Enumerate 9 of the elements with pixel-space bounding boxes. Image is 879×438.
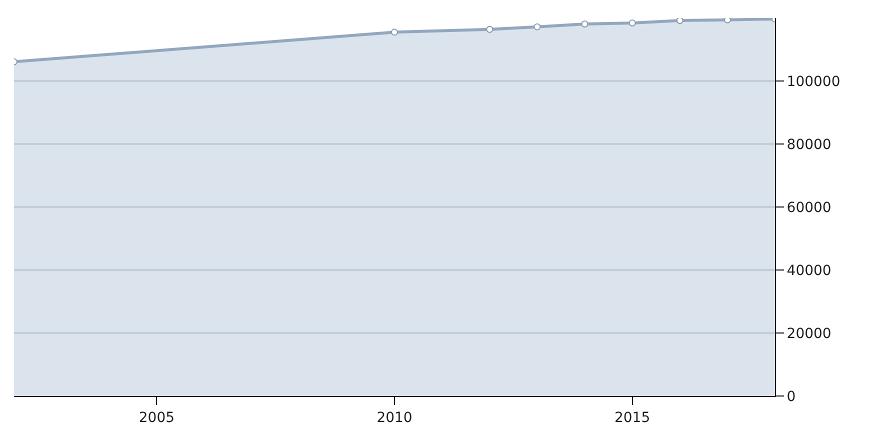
y-tick-label: 0 <box>786 388 796 405</box>
y-tick-label: 40000 <box>786 262 832 279</box>
x-tick-label: 2005 <box>138 410 175 426</box>
y-tick-label: 100000 <box>786 74 840 90</box>
x-tick-label: 2010 <box>376 410 412 426</box>
y-tick-label: 80000 <box>786 136 832 153</box>
y-tick-label: 20000 <box>786 326 832 342</box>
y-tick-label: 60000 <box>786 200 832 216</box>
x-tick-label: 2015 <box>614 410 650 426</box>
